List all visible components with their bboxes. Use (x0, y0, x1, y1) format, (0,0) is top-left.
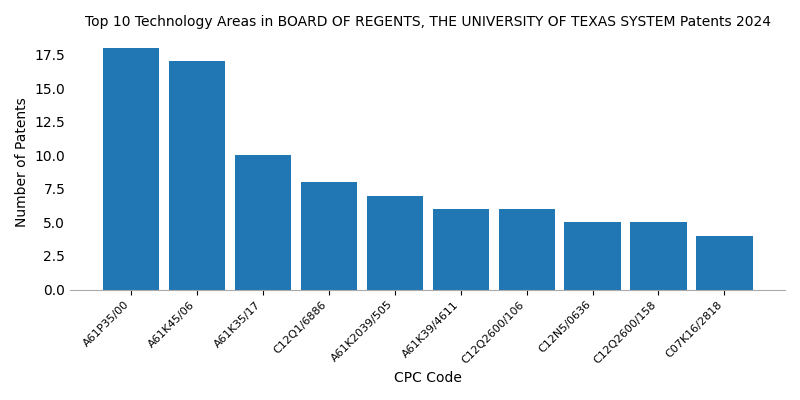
Bar (630, 222, 686, 290)
Bar (234, 155, 290, 290)
Bar (697, 236, 753, 290)
Title: Top 10 Technology Areas in BOARD OF REGENTS, THE UNIVERSITY OF TEXAS SYSTEM Pate: Top 10 Technology Areas in BOARD OF REGE… (85, 15, 770, 29)
Bar (102, 48, 158, 290)
Bar (169, 61, 225, 290)
Bar (498, 209, 554, 290)
X-axis label: CPC Code: CPC Code (394, 371, 462, 385)
Y-axis label: Number of Patents: Number of Patents (15, 97, 29, 227)
Bar (366, 196, 422, 290)
Bar (433, 209, 489, 290)
Bar (301, 182, 357, 290)
Bar (565, 222, 621, 290)
